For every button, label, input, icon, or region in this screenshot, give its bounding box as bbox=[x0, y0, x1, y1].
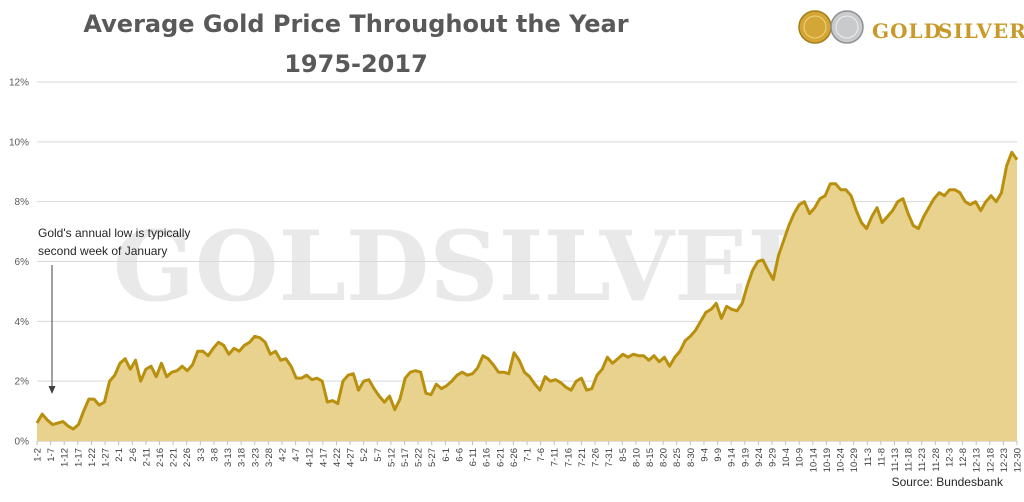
x-tick-label: 7-11 bbox=[550, 448, 561, 466]
x-tick-label: 8-5 bbox=[618, 448, 629, 462]
x-tick-label: 1-7 bbox=[46, 448, 57, 462]
x-tick-label: 9-29 bbox=[768, 448, 779, 467]
series-area bbox=[37, 152, 1017, 442]
y-tick-label: 6% bbox=[15, 257, 30, 268]
x-tick-label: 7-6 bbox=[536, 448, 547, 462]
x-tick-label: 4-22 bbox=[332, 448, 343, 467]
y-tick-label: 2% bbox=[15, 377, 30, 388]
y-tick-label: 0% bbox=[15, 437, 30, 448]
x-tick-label: 9-9 bbox=[713, 448, 724, 462]
x-tick-label: 12-30 bbox=[1013, 448, 1024, 472]
x-tick-label: 5-12 bbox=[386, 448, 397, 467]
x-tick-label: 7-1 bbox=[523, 448, 534, 462]
x-tick-label: 12-13 bbox=[972, 448, 983, 472]
x-tick-label: 3-23 bbox=[250, 448, 261, 467]
y-axis: 0% 2% 4% 6% 8% 10% 12% bbox=[9, 78, 29, 448]
x-tick-label: 7-26 bbox=[591, 448, 602, 467]
y-tick-label: 12% bbox=[9, 78, 29, 89]
x-tick-label: 3-28 bbox=[264, 448, 275, 467]
x-tick-label: 2-11 bbox=[141, 448, 152, 466]
x-tick-label: 4-27 bbox=[346, 448, 357, 467]
y-tick-label: 8% bbox=[15, 197, 30, 208]
x-tick-label: 12-23 bbox=[999, 448, 1010, 472]
x-tick-label: 8-15 bbox=[645, 448, 656, 467]
source-label: Source: Bundesbank bbox=[892, 475, 1004, 489]
x-tick-label: 3-8 bbox=[209, 448, 220, 462]
x-tick-label: 2-26 bbox=[182, 448, 193, 467]
annotation-line-1: Gold's annual low is typically bbox=[38, 226, 190, 240]
x-tick-label: 7-21 bbox=[577, 448, 588, 467]
chart-subtitle: 1975-2017 bbox=[284, 50, 428, 78]
y-tick-label: 4% bbox=[15, 317, 30, 328]
x-tick-label: 7-31 bbox=[604, 448, 615, 467]
x-tick-label: 11-18 bbox=[904, 448, 915, 472]
x-tick-label: 8-20 bbox=[659, 448, 670, 467]
x-tick-label: 8-10 bbox=[631, 448, 642, 467]
x-tick-label: 5-27 bbox=[427, 448, 438, 467]
x-tick-label: 4-17 bbox=[318, 448, 329, 467]
x-tick-label: 10-4 bbox=[781, 448, 792, 467]
x-tick-label: 10-19 bbox=[822, 448, 833, 472]
x-tick-label: 11-28 bbox=[931, 448, 942, 472]
x-tick-label: 10-24 bbox=[836, 448, 847, 472]
x-tick-label: 10-9 bbox=[795, 448, 806, 467]
x-tick-label: 9-4 bbox=[699, 448, 710, 462]
x-tick-label: 7-16 bbox=[563, 448, 574, 467]
x-tick-label: 5-22 bbox=[414, 448, 425, 467]
x-tick-label: 4-2 bbox=[278, 448, 289, 462]
x-tick-label: 9-19 bbox=[740, 448, 751, 467]
x-tick-label: 1-12 bbox=[60, 448, 71, 467]
logo-word-silver: SILVER bbox=[938, 19, 1024, 43]
brand-logo: GOLD SILVER bbox=[798, 10, 1024, 44]
annotation-arrowhead bbox=[48, 386, 56, 394]
x-tick-label: 12-18 bbox=[985, 448, 996, 472]
x-tick-label: 11-13 bbox=[890, 448, 901, 472]
x-tick-label: 5-2 bbox=[359, 448, 370, 462]
x-tick-label: 12-8 bbox=[958, 448, 969, 467]
x-tick-label: 6-1 bbox=[441, 448, 452, 462]
x-tick-label: 5-17 bbox=[400, 448, 411, 467]
x-tick-label: 9-14 bbox=[727, 448, 738, 467]
x-tick-label: 9-24 bbox=[754, 448, 765, 467]
x-tick-label: 6-16 bbox=[482, 448, 493, 467]
x-tick-label: 1-27 bbox=[101, 448, 112, 467]
x-tick-label: 6-6 bbox=[454, 448, 465, 462]
x-tick-label: 3-18 bbox=[237, 448, 248, 467]
x-tick-label: 4-7 bbox=[291, 448, 302, 462]
x-tick-label: 10-29 bbox=[849, 448, 860, 472]
x-tick-label: 1-22 bbox=[87, 448, 98, 467]
x-tick-label: 11-3 bbox=[863, 448, 874, 466]
x-tick-label: 1-17 bbox=[73, 448, 84, 467]
x-tick-label: 10-14 bbox=[808, 448, 819, 472]
x-tick-label: 2-1 bbox=[114, 448, 125, 462]
x-tick-label: 1-2 bbox=[33, 448, 44, 462]
x-tick-label: 3-3 bbox=[196, 448, 207, 462]
x-tick-label: 11-23 bbox=[917, 448, 928, 472]
x-tick-label: 6-11 bbox=[468, 448, 479, 466]
x-axis: 1-2 1-7 1-12 1-17 1-22 1-27 2-1 2-6 2-11 2-16 2-21… bbox=[33, 441, 1024, 472]
x-tick-label: 2-21 bbox=[169, 448, 180, 467]
annotation-line-2: second week of January bbox=[38, 244, 167, 258]
x-tick-label: 3-13 bbox=[223, 448, 234, 467]
x-tick-label: 2-6 bbox=[128, 448, 139, 462]
series-line bbox=[35, 150, 1019, 431]
x-tick-label: 6-21 bbox=[495, 448, 506, 467]
x-tick-label: 2-16 bbox=[155, 448, 166, 467]
x-tick-label: 8-25 bbox=[672, 448, 683, 467]
x-tick-label: 4-12 bbox=[305, 448, 316, 467]
x-tick-label: 8-30 bbox=[686, 448, 697, 467]
x-tick-label: 5-7 bbox=[373, 448, 384, 462]
watermark-text: GOLDSILVER bbox=[113, 210, 828, 323]
chart-title: Average Gold Price Throughout the Year bbox=[83, 10, 628, 38]
x-tick-label: 12-3 bbox=[944, 448, 955, 467]
x-tick-label: 6-26 bbox=[509, 448, 520, 467]
x-tick-label: 11-8 bbox=[876, 448, 887, 466]
logo-word-gold: GOLD bbox=[872, 19, 942, 43]
y-tick-label: 10% bbox=[9, 137, 29, 148]
